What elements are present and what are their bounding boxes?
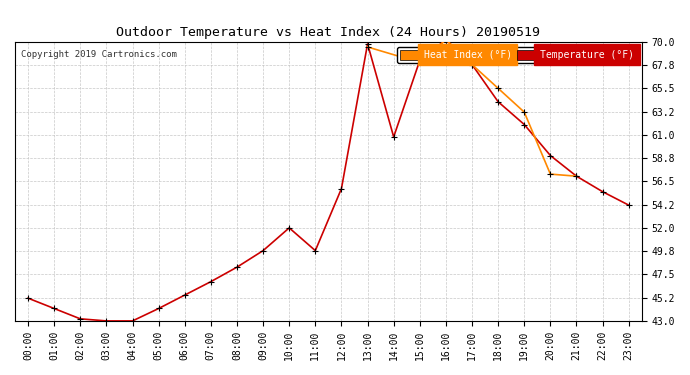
Legend: Heat Index (°F), Temperature (°F): Heat Index (°F), Temperature (°F) (397, 46, 637, 63)
Text: Copyright 2019 Cartronics.com: Copyright 2019 Cartronics.com (21, 50, 177, 59)
Title: Outdoor Temperature vs Heat Index (24 Hours) 20190519: Outdoor Temperature vs Heat Index (24 Ho… (117, 26, 540, 39)
